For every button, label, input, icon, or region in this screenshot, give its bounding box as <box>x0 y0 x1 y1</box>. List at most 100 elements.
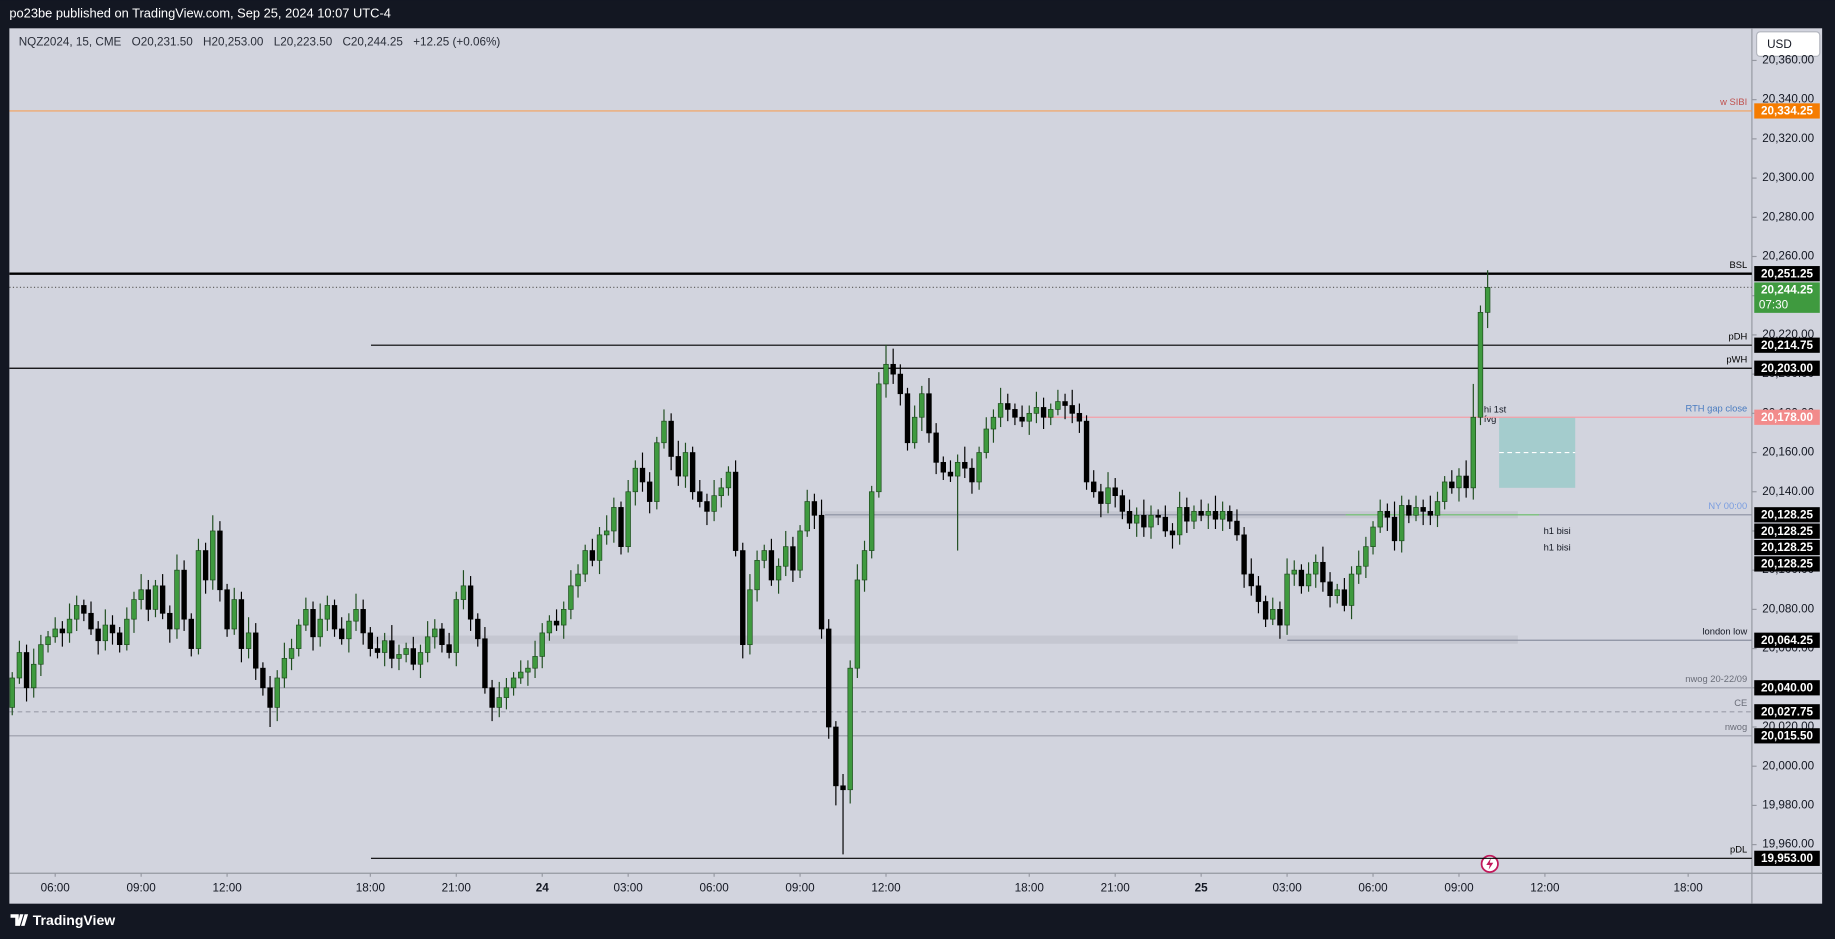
candle-body <box>833 726 839 787</box>
y-tick-label: 20,280.00 <box>1762 210 1814 223</box>
candle-body <box>933 432 939 463</box>
y-tick-label: 20,320.00 <box>1762 132 1814 145</box>
candle-body <box>403 648 409 655</box>
candle-body <box>432 628 438 638</box>
candle-body <box>159 585 166 614</box>
level-label: NY 00:00 <box>1708 501 1747 511</box>
price-tag <box>1754 103 1820 119</box>
legend-high: H20,253.00 <box>203 35 264 48</box>
candle-body <box>353 609 359 622</box>
currency-label: USD <box>1767 38 1792 51</box>
candle-body <box>582 550 588 575</box>
price-tag-label: 20,064.25 <box>1761 634 1813 647</box>
candle-body <box>389 640 395 659</box>
candle-body <box>195 550 202 649</box>
candle-body <box>59 628 66 634</box>
candle-body <box>1112 487 1118 497</box>
candle-body <box>253 632 259 669</box>
candle-body <box>911 416 918 444</box>
price-tag-label: 20,203.00 <box>1761 362 1813 375</box>
legend-close: C20,244.25 <box>342 35 403 48</box>
candle-body <box>1248 573 1254 587</box>
price-tag-label: 20,040.00 <box>1761 681 1813 694</box>
candle-body <box>826 628 832 728</box>
candle-body <box>1420 507 1426 512</box>
candle-body <box>439 628 445 646</box>
candle-body <box>1026 412 1032 422</box>
current-price-tag <box>1754 282 1820 313</box>
level-label: h1 bisi <box>1544 526 1571 536</box>
candle-body <box>704 501 710 512</box>
level-label: RTH gap close <box>1685 404 1747 414</box>
candle-body <box>274 677 280 708</box>
candle-body <box>496 697 502 708</box>
price-tag-label: 20,128.25 <box>1761 508 1813 521</box>
x-tick-label: 03:00 <box>1272 882 1302 895</box>
candle-body <box>718 487 724 497</box>
candle-body <box>109 624 116 634</box>
candle-body <box>224 589 230 630</box>
x-tick-label: 03:00 <box>614 882 644 895</box>
candle-body <box>188 618 194 649</box>
candle-body <box>754 560 760 591</box>
candle-body <box>596 534 603 561</box>
price-tag <box>1754 266 1820 282</box>
y-tick-label: 20,160.00 <box>1762 446 1814 459</box>
y-tick-label: 20,360.00 <box>1762 54 1814 67</box>
candle-body <box>868 491 875 551</box>
candle-body <box>747 589 753 646</box>
alert-bolt <box>1486 858 1494 870</box>
candle-body <box>381 640 388 653</box>
candle-body <box>1370 526 1376 547</box>
candle-body <box>1334 589 1340 597</box>
candle-body <box>1162 516 1169 532</box>
candle-body <box>1040 407 1047 418</box>
candle-body <box>969 467 975 483</box>
candle-body <box>589 550 596 561</box>
y-tick-label: 19,960.00 <box>1762 838 1814 851</box>
candle-body <box>1234 520 1240 536</box>
candle-body <box>546 620 553 634</box>
candle-body <box>1291 569 1297 575</box>
candle-body <box>1356 565 1362 575</box>
candle-body <box>475 618 481 640</box>
candle-body <box>1119 495 1126 512</box>
level-label: h1 bisi <box>1544 543 1571 553</box>
candle-body <box>1241 534 1247 575</box>
candle-body <box>1062 401 1068 406</box>
candle-body <box>116 632 123 646</box>
x-tick-label: 21:00 <box>1101 882 1131 895</box>
level-label: london low <box>1702 627 1747 637</box>
price-tag-label: 20,128.25 <box>1761 541 1813 554</box>
candle-body <box>1348 573 1355 606</box>
candle-body <box>167 612 173 630</box>
brand-name: TradingView <box>33 912 115 928</box>
candle-body <box>1456 475 1462 489</box>
candle-body <box>539 632 545 657</box>
currency-button[interactable] <box>1756 31 1821 57</box>
candle-body <box>804 501 810 532</box>
candle-body <box>876 383 882 493</box>
candle-body <box>797 530 803 571</box>
level-label: CE <box>1734 698 1747 708</box>
candle-body <box>181 569 187 620</box>
candle-body <box>697 491 703 502</box>
x-tick-label: 09:00 <box>127 882 157 895</box>
candle-body <box>367 632 374 649</box>
candle-body <box>1227 511 1233 522</box>
y-tick-label: 19,980.00 <box>1762 799 1814 812</box>
candle-body <box>1069 405 1075 414</box>
candle-body <box>1284 573 1290 626</box>
candle-body <box>16 652 23 679</box>
price-tag-label: 20,027.75 <box>1761 705 1813 718</box>
candle-body <box>374 648 381 653</box>
candle-body <box>338 628 345 640</box>
candle-body <box>962 461 968 469</box>
candle-body <box>689 452 696 493</box>
candle-body <box>611 507 617 532</box>
candle-body <box>1363 546 1369 567</box>
candle-body <box>1262 601 1269 620</box>
candle-body <box>317 618 323 638</box>
